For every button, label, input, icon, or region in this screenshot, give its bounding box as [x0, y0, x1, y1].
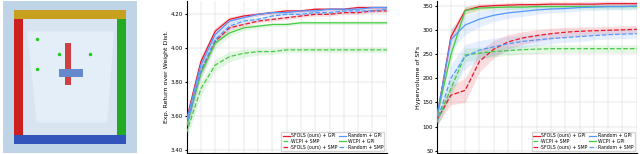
Legend: SFOLS (ours) + GPI, WCPI + SMP, SFOLS (ours) + SMP, Random + GPI, WCPI + GPI, Ra: SFOLS (ours) + GPI, WCPI + SMP, SFOLS (o…: [282, 132, 385, 151]
Y-axis label: Exp. Return over Weight Dist.: Exp. Return over Weight Dist.: [164, 30, 169, 124]
Polygon shape: [60, 69, 83, 77]
Polygon shape: [14, 19, 23, 135]
Polygon shape: [14, 19, 126, 135]
FancyBboxPatch shape: [3, 1, 137, 153]
Polygon shape: [116, 19, 126, 135]
Polygon shape: [14, 10, 126, 19]
Legend: SFOLS (ours) + GPI, WCPI + SMP, SFOLS (ours) + SMP, Random + GPI, WCPI + GPI, Ra: SFOLS (ours) + GPI, WCPI + SMP, SFOLS (o…: [532, 132, 634, 151]
Polygon shape: [14, 135, 126, 144]
Polygon shape: [28, 31, 114, 123]
Y-axis label: Hypervolume of SFs: Hypervolume of SFs: [415, 45, 420, 109]
Polygon shape: [65, 43, 71, 85]
